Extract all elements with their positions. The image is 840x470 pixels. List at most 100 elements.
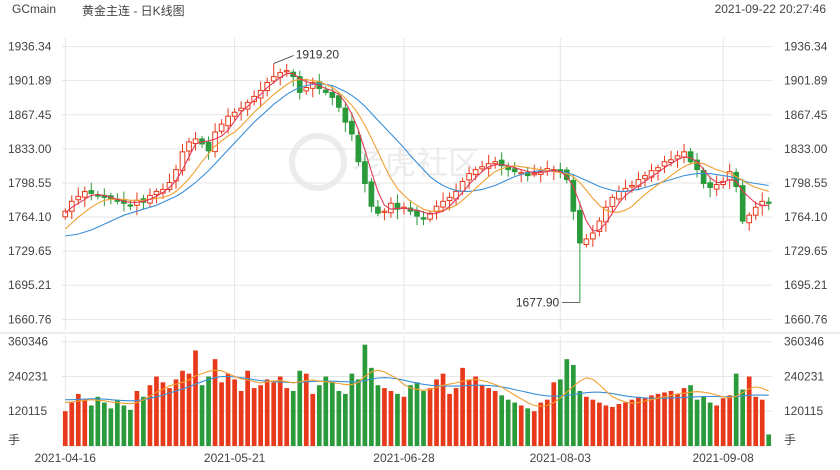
candle (524, 166, 531, 182)
candle (505, 162, 512, 177)
candle-body (446, 196, 453, 202)
candle (218, 119, 225, 135)
volume-bar (69, 402, 75, 446)
candle (616, 185, 622, 203)
candle-body (570, 179, 577, 212)
price-tick-label: 1936.34 (784, 40, 828, 54)
volume-bar (362, 344, 368, 446)
volume-tick-label: 240231 (784, 369, 824, 383)
candle (212, 123, 218, 158)
candle (713, 175, 720, 196)
candle-body (479, 166, 485, 170)
volume-bar (766, 434, 772, 446)
candle (375, 200, 381, 217)
candle-body (739, 185, 746, 222)
volume-bar (707, 402, 713, 446)
candle-body (531, 173, 538, 176)
candle (251, 90, 258, 106)
volume-bar (258, 385, 264, 446)
volume-bar (264, 379, 270, 446)
candle-body (355, 135, 362, 163)
x-tick-label: 2021-08-03 (530, 451, 592, 465)
volume-bar (395, 393, 400, 446)
candle (707, 176, 713, 198)
candle (687, 147, 694, 165)
candle-body (642, 175, 648, 180)
volume-bar (479, 385, 485, 446)
volume-bar (694, 399, 700, 446)
price-tick-label: 1936.34 (8, 40, 52, 54)
candle-body (81, 190, 88, 198)
price-tick-label: 1901.89 (8, 74, 52, 88)
candle (440, 192, 446, 213)
candle-body (127, 204, 134, 207)
volume-bar (492, 391, 498, 446)
candle-body (765, 201, 772, 204)
candle (381, 208, 388, 221)
symbol-label: GCmain (12, 2, 57, 16)
volume-bar (193, 350, 198, 446)
volume-bar (232, 379, 237, 446)
x-tick-label: 2021-04-16 (35, 451, 97, 465)
candle (147, 188, 153, 208)
candle (635, 171, 642, 190)
candle-body (668, 159, 674, 164)
volume-bar (251, 388, 257, 446)
price-tick-label: 1729.65 (784, 244, 828, 258)
price-tick-label: 1764.10 (8, 210, 52, 224)
candle (531, 164, 538, 177)
candle (427, 210, 433, 223)
candle-body (576, 209, 583, 244)
candle (700, 167, 707, 189)
volume-bar (310, 393, 316, 446)
candle-body (218, 123, 225, 132)
volume-bar (62, 411, 68, 446)
candle (759, 192, 766, 216)
candle-body (290, 71, 297, 78)
volume-bar (75, 393, 81, 446)
candle (108, 192, 114, 205)
candle (270, 63, 277, 84)
candle (75, 187, 82, 205)
volume-bar (414, 382, 420, 446)
annotation-low-label: 1677.90 (516, 295, 560, 309)
candle (335, 92, 342, 113)
volume-bar (336, 391, 342, 446)
candle (394, 194, 401, 220)
volume-bar (245, 370, 250, 446)
candle (550, 165, 557, 181)
volume-bar (141, 396, 146, 446)
candle-body (270, 76, 277, 82)
volume-bar (284, 388, 290, 446)
volume-bar (88, 405, 94, 446)
volume-bar (746, 376, 752, 446)
volume-bar (101, 402, 107, 446)
volume-ma10-line (65, 375, 769, 402)
candle-body (466, 173, 472, 181)
candle-body (583, 238, 590, 245)
price-tick-label: 1867.45 (784, 108, 828, 122)
price-tick-label: 1901.89 (784, 74, 828, 88)
candle (603, 200, 609, 232)
volume-bar (473, 376, 478, 446)
price-tick-label: 1695.21 (784, 278, 828, 292)
volume-bar (531, 411, 537, 446)
volume-bar (701, 396, 706, 446)
candle-body (303, 86, 310, 92)
candle-body (173, 169, 179, 182)
volume-bar (538, 402, 544, 446)
price-tick-label: 1660.76 (784, 312, 828, 326)
volume-bar (636, 396, 641, 446)
candle (81, 186, 88, 208)
candle-body (746, 214, 753, 224)
ma20-line (65, 82, 769, 237)
candle-body (440, 200, 446, 208)
candle (231, 108, 238, 122)
volume-bar (290, 391, 296, 446)
annotations: 1919.20 1677.90 (273, 48, 580, 309)
price-tick-label: 1833.00 (8, 142, 52, 156)
candle (596, 217, 603, 237)
volume-bar (167, 388, 172, 446)
volume-bar (590, 399, 596, 446)
